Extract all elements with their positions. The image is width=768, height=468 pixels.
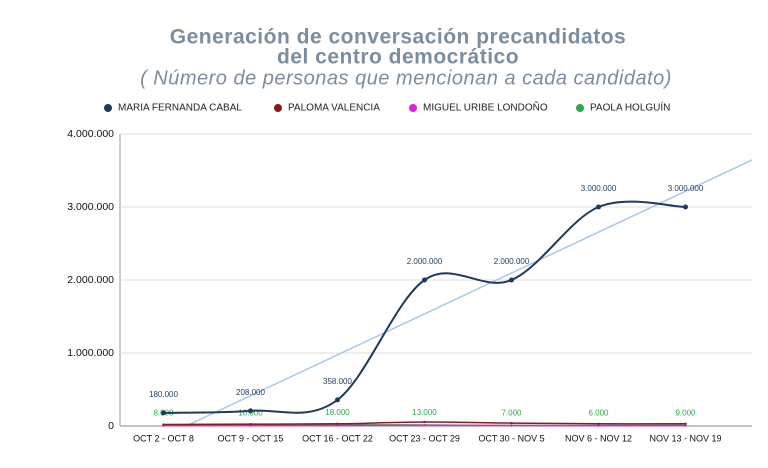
data-point [423,420,426,424]
chart-title: del centro democrático [277,46,519,69]
data-point [162,423,165,426]
legend-marker [409,104,417,112]
x-tick-label: OCT 2 - OCT 8 [133,433,194,443]
legend-label: PALOMA VALENCIA [288,103,380,114]
y-tick-label: 0 [108,420,114,432]
data-point [597,422,600,426]
data-point [335,397,340,403]
value-label: 180.000 [149,390,178,399]
chart-title: Generación de conversación precandidatos [170,26,626,49]
chart-subtitle: ( Número de personas que mencionan a cad… [140,67,672,89]
data-point [248,408,253,414]
data-point [336,422,339,426]
x-tick-label: OCT 23 - OCT 29 [389,433,460,443]
data-point [510,421,513,425]
x-tick-label: OCT 9 - OCT 15 [218,433,284,443]
data-point [422,277,427,283]
value-label: 3.000.000 [668,184,704,193]
x-tick-label: NOV 6 - NOV 12 [565,433,632,443]
data-point [684,422,687,426]
value-label: 18.000 [325,408,350,417]
value-label: 7.000 [501,409,522,418]
data-point [510,424,513,427]
value-label: 6.000 [588,409,609,418]
trend-line [185,159,753,427]
legend-marker [274,104,282,112]
data-point [596,204,601,210]
value-label: 3.000.000 [581,184,617,193]
y-tick-label: 4.000.000 [67,128,114,140]
data-point [336,424,339,427]
data-point [509,277,514,283]
data-point [684,424,687,427]
value-label: 13.000 [412,408,437,417]
y-tick-label: 3.000.000 [67,201,114,213]
legend-marker [576,104,584,112]
x-tick-label: NOV 13 - NOV 19 [649,433,721,443]
value-label: 358.000 [323,377,352,386]
x-tick-label: OCT 30 - NOV 5 [478,433,544,443]
legend-label: MARIA FERNANDA CABAL [118,103,242,114]
data-point [683,204,688,210]
x-tick-label: OCT 16 - OCT 22 [302,433,373,443]
legend-label: PAOLA HOLGUÍN [590,101,670,114]
data-point [249,422,252,426]
value-label: 2.000.000 [407,257,443,266]
legend-label: MIGUEL URIBE LONDOÑO [423,101,548,114]
value-label: 208.000 [236,388,265,397]
legend-marker [104,104,112,112]
data-point [423,424,426,427]
y-tick-label: 2.000.000 [67,274,114,286]
value-label: 9.000 [675,408,696,417]
value-label: 2.000.000 [494,257,530,266]
y-tick-label: 1.000.000 [67,347,114,359]
series-line [163,200,686,414]
data-point [597,424,600,427]
data-point [161,410,166,416]
